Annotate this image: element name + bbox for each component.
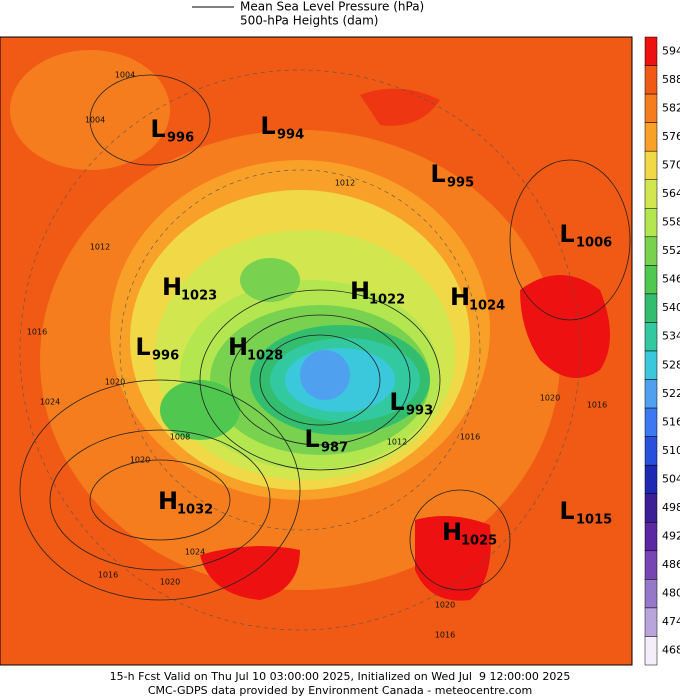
center-letter: H bbox=[162, 273, 182, 301]
contour-label: 1020 bbox=[130, 456, 150, 465]
center-letter: H bbox=[158, 487, 178, 515]
contour-label: 1004 bbox=[115, 71, 135, 80]
colorbar-cell bbox=[644, 407, 658, 437]
contour-label: 1020 bbox=[435, 601, 455, 610]
colorbar-label: 570 bbox=[662, 158, 680, 171]
center-value: 1024 bbox=[469, 299, 505, 314]
footer-line: CMC-GDPS data provided by Environment Ca… bbox=[148, 684, 532, 697]
contour-label: 1020 bbox=[540, 394, 560, 403]
colorbar-label: 534 bbox=[662, 330, 680, 343]
center-letter: L bbox=[135, 333, 150, 361]
colorbar-cell bbox=[644, 579, 658, 609]
center-value: 994 bbox=[277, 128, 304, 143]
colorbar-label: 594 bbox=[662, 44, 680, 57]
colorbar-cell bbox=[644, 236, 658, 266]
center-letter: L bbox=[150, 115, 165, 143]
legend-line-label: Mean Sea Level Pressure (hPa) bbox=[240, 0, 424, 14]
colorbar-label: 558 bbox=[662, 216, 680, 229]
colorbar-label: 480 bbox=[662, 587, 680, 600]
colorbar-cell bbox=[644, 636, 658, 666]
center-value: 1015 bbox=[576, 513, 612, 528]
colorbar-cell bbox=[644, 522, 658, 552]
colorbar-label: 546 bbox=[662, 273, 680, 286]
colorbar-cell bbox=[644, 93, 658, 123]
center-letter: H bbox=[442, 518, 462, 546]
colorbar-label: 564 bbox=[662, 187, 680, 200]
colorbar-cell bbox=[644, 65, 658, 95]
colorbar-cell bbox=[644, 150, 658, 180]
contour-label: 1024 bbox=[40, 398, 60, 407]
colorbar-label: 474 bbox=[662, 615, 680, 628]
center-letter: L bbox=[559, 220, 574, 248]
contour-label: 1024 bbox=[185, 548, 205, 557]
colorbar-label: 522 bbox=[662, 387, 680, 400]
center-value: 993 bbox=[406, 404, 433, 419]
colorbar-cell bbox=[644, 322, 658, 352]
colorbar-label: 528 bbox=[662, 358, 680, 371]
map bbox=[0, 36, 633, 666]
colorbar-cell bbox=[644, 36, 658, 66]
colorbar-label: 588 bbox=[662, 73, 680, 86]
contour-label: 1012 bbox=[387, 438, 407, 447]
colorbar-label: 582 bbox=[662, 101, 680, 114]
contour-label: 1012 bbox=[90, 243, 110, 252]
colorbar-cell bbox=[644, 265, 658, 295]
colorbar: 594 588 582 576 570 564 558 552 546 540 534 528 522 5… bbox=[644, 36, 680, 666]
colorbar-label: 486 bbox=[662, 558, 680, 571]
contour-label: 1008 bbox=[170, 433, 190, 442]
colorbar-cell bbox=[644, 350, 658, 380]
center-letter: L bbox=[389, 388, 404, 416]
center-value: 1006 bbox=[576, 236, 612, 251]
colorbar-cell bbox=[644, 379, 658, 409]
colorbar-label: 498 bbox=[662, 501, 680, 514]
colorbar-label: 552 bbox=[662, 244, 680, 257]
colorbar-label: 504 bbox=[662, 472, 680, 485]
contour-label: 1016 bbox=[27, 328, 47, 337]
center-value: 1032 bbox=[177, 503, 213, 518]
colorbar-cell bbox=[644, 464, 658, 494]
center-value: 1022 bbox=[369, 293, 405, 308]
center-letter: L bbox=[304, 425, 319, 453]
contour-label: 1012 bbox=[335, 179, 355, 188]
colorbar-cell bbox=[644, 550, 658, 580]
colorbar-label: 492 bbox=[662, 530, 680, 543]
contour-label: 1016 bbox=[435, 631, 455, 640]
colorbar-label: 468 bbox=[662, 644, 680, 657]
center-value: 996 bbox=[152, 349, 179, 364]
center-letter: H bbox=[350, 277, 370, 305]
center-letter: L bbox=[430, 160, 445, 188]
colorbar-cell bbox=[644, 293, 658, 323]
center-value: 996 bbox=[167, 131, 194, 146]
colorbar-label: 576 bbox=[662, 130, 680, 143]
center-letter: L bbox=[260, 112, 275, 140]
colorbar-cell bbox=[644, 208, 658, 238]
contour-label: 1016 bbox=[460, 433, 480, 442]
legend-fill-label: 500-hPa Heights (dam) bbox=[240, 14, 378, 28]
contour-label: 1020 bbox=[105, 378, 125, 387]
colorbar-label: 540 bbox=[662, 301, 680, 314]
colorbar-cell bbox=[644, 607, 658, 637]
colorbar-cell bbox=[644, 179, 658, 209]
center-value: 1023 bbox=[181, 289, 217, 304]
colorbar-cell bbox=[644, 493, 658, 523]
center-value: 995 bbox=[447, 176, 474, 191]
center-letter: H bbox=[450, 283, 470, 311]
colorbar-cell bbox=[644, 122, 658, 152]
center-value: 987 bbox=[321, 441, 348, 456]
center-value: 1025 bbox=[461, 534, 497, 549]
contour-label: 1004 bbox=[85, 116, 105, 125]
contour-label: 1020 bbox=[160, 578, 180, 587]
contour-label: 1016 bbox=[587, 401, 607, 410]
center-letter: H bbox=[228, 333, 248, 361]
center-letter: L bbox=[559, 497, 574, 525]
colorbar-label: 516 bbox=[662, 415, 680, 428]
center-value: 1028 bbox=[247, 349, 283, 364]
contour-label: 1016 bbox=[98, 571, 118, 580]
colorbar-label: 510 bbox=[662, 444, 680, 457]
footer-line: 15-h Fcst Valid on Thu Jul 10 03:00:00 2… bbox=[110, 670, 571, 683]
colorbar-cell bbox=[644, 436, 658, 466]
